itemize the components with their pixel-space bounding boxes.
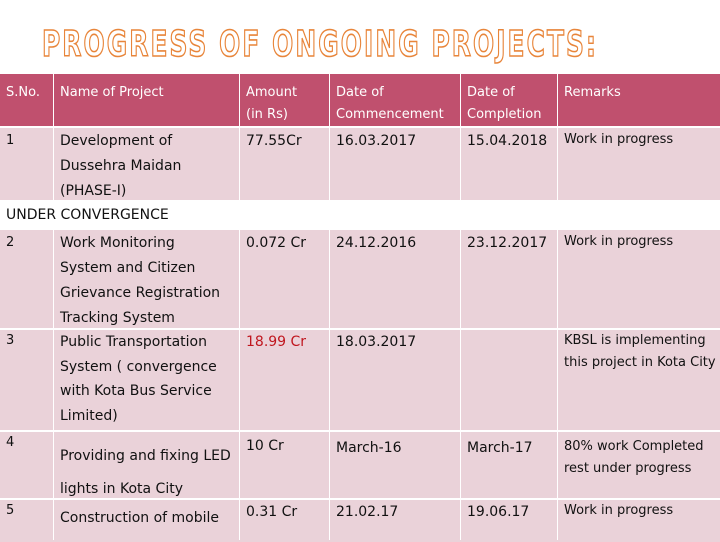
cell-name: Providing and fixing LED lights in Kota … bbox=[60, 440, 231, 506]
section-row: UNDER CONVERGENCE bbox=[0, 200, 720, 230]
cell-start: 18.03.2017 bbox=[336, 334, 417, 350]
header-end-line2: Completion bbox=[467, 107, 542, 122]
table-row: 1 Development of Dussehra Maidan (PHASE-… bbox=[0, 126, 720, 200]
cell-name-line: (PHASE-I) bbox=[60, 183, 127, 199]
cell-remarks: 80% work Completed rest under progress bbox=[564, 436, 704, 480]
column-divider bbox=[460, 228, 461, 540]
cell-remarks-line: Work in progress bbox=[564, 132, 674, 147]
cell-name: Construction of mobile bbox=[60, 506, 219, 531]
cell-amount: 77.55Cr bbox=[246, 133, 302, 149]
cell-remarks-line: KBSL is implementing bbox=[564, 333, 706, 348]
cell-end: 19.06.17 bbox=[467, 504, 530, 520]
column-divider bbox=[557, 74, 558, 200]
cell-remarks-line: rest under progress bbox=[564, 461, 692, 476]
cell-start: 21.02.17 bbox=[336, 504, 399, 520]
cell-name-line: System and Citizen bbox=[60, 260, 196, 276]
cell-name-line: lights in Kota City bbox=[60, 481, 183, 497]
cell-remarks-line: this project in Kota City bbox=[564, 355, 716, 370]
cell-name-line: Dussehra Maidan bbox=[60, 158, 182, 174]
table-row: 3 Public Transportation System ( converg… bbox=[0, 328, 720, 430]
cell-amount: 0.31 Cr bbox=[246, 504, 298, 520]
cell-name-line: Tracking System bbox=[60, 310, 175, 326]
cell-name-line: Public Transportation bbox=[60, 334, 207, 350]
cell-start: 16.03.2017 bbox=[336, 133, 417, 149]
cell-sno: 4 bbox=[6, 435, 15, 450]
column-divider bbox=[239, 74, 240, 200]
table-row: 5 Construction of mobile 0.31 Cr 21.02.1… bbox=[0, 498, 720, 542]
cell-name: Public Transportation System ( convergen… bbox=[60, 330, 217, 428]
header-remarks: Remarks bbox=[564, 85, 621, 100]
column-divider bbox=[239, 228, 240, 540]
cell-name-line: Development of bbox=[60, 133, 173, 149]
cell-remarks: Work in progress bbox=[564, 231, 673, 253]
cell-start: March-16 bbox=[336, 440, 402, 456]
cell-remarks-line: Work in progress bbox=[564, 503, 674, 518]
cell-amount: 0.072 Cr bbox=[246, 235, 307, 251]
header-sno: S.No. bbox=[6, 85, 40, 100]
page-title: PROGRESS OF ONGOING PROJECTS: bbox=[42, 24, 598, 64]
cell-amount: 10 Cr bbox=[246, 438, 284, 454]
table-header: S.No. Name of Project Amount (in Rs) Dat… bbox=[0, 74, 720, 126]
cell-name-line: Grievance Registration bbox=[60, 285, 221, 301]
header-start-line2: Commencement bbox=[336, 107, 444, 122]
header-end-line1: Date of bbox=[467, 85, 515, 100]
cell-sno: 3 bbox=[6, 333, 15, 348]
cell-name: Development of Dussehra Maidan (PHASE-I) bbox=[60, 129, 181, 204]
cell-name-line: System ( convergence bbox=[60, 358, 217, 375]
section-label: UNDER CONVERGENCE bbox=[6, 207, 169, 223]
cell-name-line: with Kota Bus Service bbox=[60, 383, 212, 399]
table-row: 2 Work Monitoring System and Citizen Gri… bbox=[0, 228, 720, 328]
cell-remarks: Work in progress bbox=[564, 129, 673, 151]
cell-start: 24.12.2016 bbox=[336, 235, 417, 251]
cell-remarks: KBSL is implementing this project in Kot… bbox=[564, 330, 716, 374]
cell-amount: 18.99 Cr bbox=[246, 334, 307, 350]
header-end: Date of Completion bbox=[467, 82, 541, 126]
header-start: Date of Commencement bbox=[336, 82, 444, 126]
cell-name-line: Providing and fixing LED bbox=[60, 448, 231, 464]
cell-name-line: Construction of mobile bbox=[60, 510, 220, 526]
cell-name-line: Work Monitoring bbox=[60, 235, 175, 251]
header-name: Name of Project bbox=[60, 85, 164, 100]
cell-name: Work Monitoring System and Citizen Griev… bbox=[60, 231, 220, 331]
cell-remarks: Work in progress bbox=[564, 500, 673, 522]
cell-sno: 1 bbox=[6, 133, 15, 148]
cell-name-line: Limited) bbox=[60, 407, 118, 424]
cell-end: March-17 bbox=[467, 440, 533, 456]
cell-end: 23.12.2017 bbox=[467, 235, 548, 251]
column-divider bbox=[329, 74, 330, 200]
header-amount-line2: (in Rs) bbox=[246, 107, 288, 122]
column-divider bbox=[460, 74, 461, 200]
header-amount-line1: Amount bbox=[246, 85, 298, 100]
header-amount: Amount (in Rs) bbox=[246, 82, 297, 126]
cell-sno: 5 bbox=[6, 503, 15, 518]
column-divider bbox=[53, 74, 54, 200]
cell-sno: 2 bbox=[6, 235, 15, 250]
page-title-container: PROGRESS OF ONGOING PROJECTS: bbox=[42, 20, 602, 64]
page-title-graphic: PROGRESS OF ONGOING PROJECTS: bbox=[42, 23, 598, 64]
cell-end: 15.04.2018 bbox=[467, 133, 548, 149]
table-row: 4 Providing and fixing LED lights in Kot… bbox=[0, 430, 720, 498]
header-start-line1: Date of bbox=[336, 85, 384, 100]
cell-remarks-line: 80% work Completed bbox=[564, 439, 704, 454]
column-divider bbox=[53, 228, 54, 540]
column-divider bbox=[329, 228, 330, 540]
cell-remarks-line: Work in progress bbox=[564, 234, 674, 249]
column-divider bbox=[557, 228, 558, 540]
